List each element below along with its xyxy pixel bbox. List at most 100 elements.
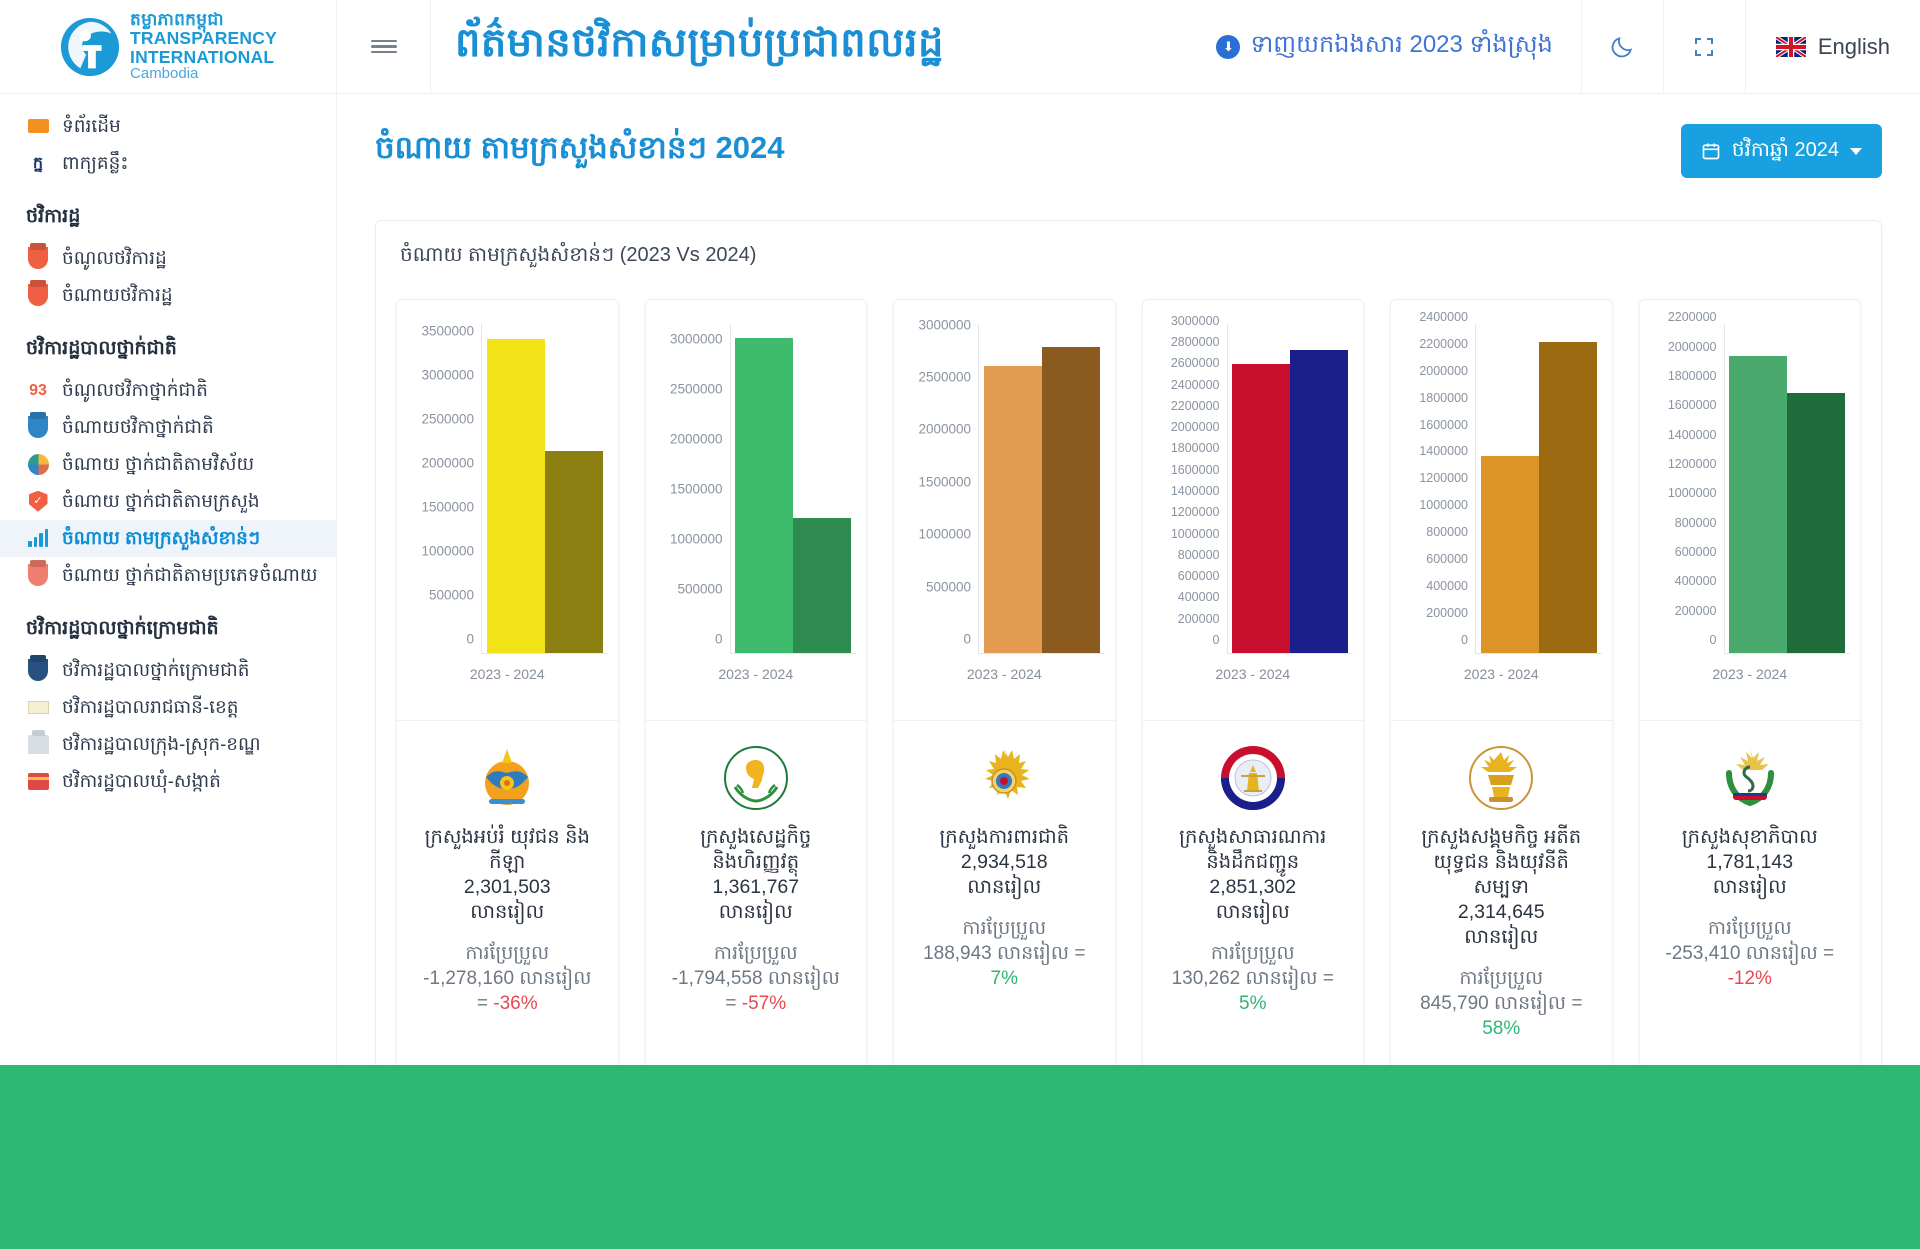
uk-flag-icon [1775,36,1806,57]
sidebar-item-9[interactable]: ចំណាយ ថ្នាក់ជាតិតាមក្រសួង [0,483,336,520]
change-percent: -36% [493,992,538,1014]
change-percent: -12% [1727,968,1772,990]
sidebar-item-label: ទំព័រដើម [62,115,121,136]
sidebar-item-7[interactable]: ចំណាយថវិកាថ្នាក់ជាតិ [0,409,336,446]
bar-2024[interactable] [1787,392,1846,654]
ministry-economy-finance-logo [723,746,788,810]
ministry-total-unit: លានរៀល [718,900,793,923]
sidebar-item-label: ចំណាយ ថ្នាក់ជាតិតាមក្រសួង [62,489,260,511]
keyword-icon: ក្ន [32,154,44,172]
x-axis-line [482,652,608,654]
change-value: -1,794,558 [671,967,763,989]
bar-2023[interactable] [1480,456,1539,654]
card-divider [1142,720,1363,721]
bar-2023[interactable] [1729,355,1788,654]
sidebar-item-15[interactable]: ថវិការដ្ឋបាលក្រុង-ស្រុក-ខណ្ឌ [0,726,336,763]
language-selector[interactable]: English [1744,0,1920,93]
ministry-change: ការប្រែប្រួល -1,278,160 លានរៀល = -36% [415,941,600,1016]
card-footer: ក្រសួងសង្គមកិច្ច អតីតយុទ្ធជន និងយុវនីតិស… [1391,721,1612,1065]
ministry-total: 2,301,503 [463,875,551,898]
plot-area [1475,324,1602,654]
calendar-icon [1702,143,1720,160]
change-prefix: ការប្រែប្រួល [1459,967,1544,989]
sidebar-nav: ទំព័រដើម ក្ន ពាក្យគន្លឹះ ថវិកា​រដ្ឋ ចំណូលថវិ… [0,94,336,800]
box-icon [26,769,50,793]
x-axis-line [1476,652,1602,654]
equals-sign: = [725,992,737,1014]
equals-sign: = [1571,992,1583,1014]
ministry-name: ក្រសួងការពារជាតិ 2,934,518 លានរៀល [912,825,1097,900]
ministry-total: 2,314,645 [1457,900,1545,923]
brand-text: តម្លាភាពកម្ពុជា TRANSPARENCY INTERNATION… [130,11,277,81]
sidebar-item-0[interactable]: ទំព័រដើម [0,108,336,145]
ministry-social-affairs-logo [1469,746,1534,810]
plot-area [1226,324,1353,654]
bar-2024[interactable] [1538,342,1597,654]
sidebar-item-16[interactable]: ថវិការដ្ឋបាលឃុំ-សង្កាត់ [0,763,336,800]
y-axis-tick: 2000000 [1170,420,1220,435]
x-axis-label: 2023 - 2024 [1463,666,1539,682]
bar-2023[interactable] [1232,364,1291,654]
main-area: ព័ត៌មានថវិកាសម្រាប់ប្រជាពលរដ្ឋ ⬇ ទាញយកឯង… [337,0,1920,1065]
bar-2023[interactable] [983,366,1042,654]
bar-2024[interactable] [793,517,852,654]
y-axis-tick: 1500000 [421,499,474,515]
ministry-change: ការប្រែប្រួល 188,943 លានរៀល = 7% [912,916,1097,991]
sidebar-item-1[interactable]: ក្ន ពាក្យគន្លឹះ [0,145,336,182]
change-prefix: ការប្រែប្រួល [962,917,1047,939]
ministry-total-unit: លានរៀល [1464,925,1539,948]
bar-2024[interactable] [1290,350,1349,654]
y-axis-tick: 1800000 [1667,369,1717,383]
download-all-link[interactable]: ⬇ ទាញយកឯងសារ 2023 ទាំងស្រុង [1188,29,1580,64]
sidebar-item-13[interactable]: ថវិការដ្ឋបាលថ្នាក់ក្រោមជាតិ [0,652,336,689]
ministry-defense-logo [985,748,1031,799]
ministry-change: ការប្រែប្រួល -1,794,558 លានរៀល = -57% [664,941,849,1016]
change-value: 845,790 [1420,992,1489,1014]
sidebar-item-10[interactable]: ចំណាយ តាមក្រសួងសំខាន់ៗ [0,519,336,557]
sidebar-item-8[interactable]: ចំណាយ ថ្នាក់ជាតិតាមវិស័យ [0,446,336,483]
equals-sign: = [1322,967,1334,989]
sidebar-item-label: ចំណាយថវិកាថ្នាក់ជាតិ [62,415,214,437]
chart-area: 0 500000 1000000 1500000 2000000 2500000 30000… [397,300,618,720]
bar-2023[interactable] [735,338,794,654]
y-axis-tick: 1600000 [1667,398,1717,413]
building-icon [26,729,50,756]
change-value: 188,943 [923,942,992,964]
chart-area: 0 500000 1000000 1500000 2000000 2500000 30000… [894,300,1115,720]
bar-2024[interactable] [1041,346,1100,654]
brand-logo-block[interactable]: តម្លាភាពកម្ពុជា TRANSPARENCY INTERNATION… [0,0,336,94]
ministry-title: ក្រសួងអប់រំ យុវជន និងកីឡា [424,826,590,873]
y-axis-tick: 0 [963,631,971,647]
sidebar-item-label: ចំណាយ ថ្នាក់ជាតិតាមវិស័យ [62,452,255,474]
chart-area: 0 200000 400000 600000 800000 1000000 1200000 1… [1640,300,1861,720]
footer-strip [0,1065,1920,1249]
menu-toggle-button[interactable] [337,0,431,93]
y-axis-tick: 400000 [1426,579,1468,594]
sidebar-item-4[interactable]: ចំណាយថវិការដ្ឋ [0,277,336,314]
x-axis-line [730,652,856,654]
x-axis-label: 2023 - 2024 [718,666,794,682]
sidebar-item-14[interactable]: ថវិការដ្ឋបាលរាជធានី-ខេត្ត [0,689,336,726]
year-filter-button[interactable]: ថវិកាឆ្នាំ 2024 [1680,124,1882,178]
y-axis-tick: 1000000 [669,531,723,547]
bar-2023[interactable] [486,339,545,654]
bar-2024[interactable] [544,451,603,654]
ministry-name: ក្រសួងសេដ្ឋកិច្ច និងហិរញ្ញវត្ថុ 1,361,767… [664,825,849,925]
change-unit: លានរៀល [997,942,1070,964]
y-axis-tick: 500000 [428,587,474,603]
charts-panel: ចំណាយ តាមក្រសួងសំខាន់ៗ (2023 Vs 2024) 0 5… [375,220,1882,1065]
dark-mode-toggle-button[interactable] [1580,0,1663,93]
sidebar-item-11[interactable]: ចំណាយ ថ្នាក់ជាតិតាមប្រភេទចំណាយ [0,557,336,594]
fullscreen-icon [1695,37,1714,56]
money-bag-blue-icon [26,415,50,439]
fullscreen-toggle-button[interactable] [1662,0,1745,93]
brand-line1: TRANSPARENCY [130,28,277,49]
download-all-label: ទាញយកឯងសារ 2023 ទាំងស្រុង [1250,31,1553,58]
y-axis-tick: 2000000 [421,455,474,471]
sidebar-item-6[interactable]: 93 ចំណូលថវិកាថ្នាក់ជាតិ [0,372,336,409]
y-axis-tick: 2200000 [1667,310,1717,325]
sidebar-item-3[interactable]: ចំណូលថវិការដ្ឋ [0,240,336,277]
ministry-total: 1,781,143 [1706,850,1794,873]
ministry-chart-card: 0 500000 1000000 1500000 2000000 2500000 30000… [644,299,867,1065]
ministry-change: ការប្រែប្រួល -253,410 លានរៀល = -12% [1658,916,1843,991]
